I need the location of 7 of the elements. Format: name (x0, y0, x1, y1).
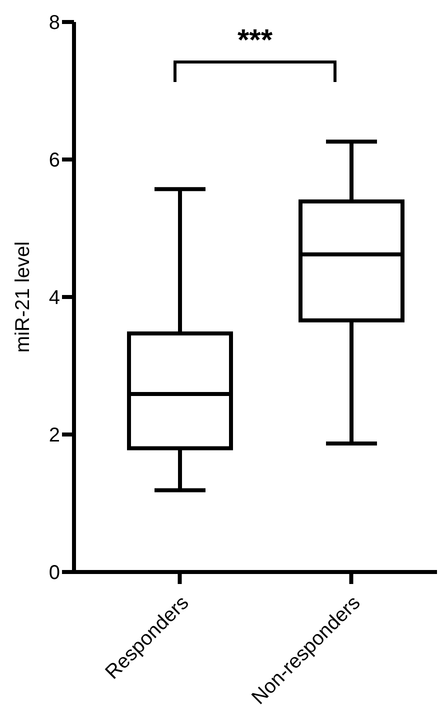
y-tick-label: 2 (48, 424, 60, 447)
y-axis-title: miR-21 level (12, 241, 34, 353)
y-tick-label: 0 (48, 562, 60, 584)
y-tick-label: 4 (48, 287, 60, 310)
y-tick-label: 8 (48, 12, 60, 34)
y-tick-label: 6 (48, 150, 60, 172)
annotation: *** (236, 24, 274, 58)
